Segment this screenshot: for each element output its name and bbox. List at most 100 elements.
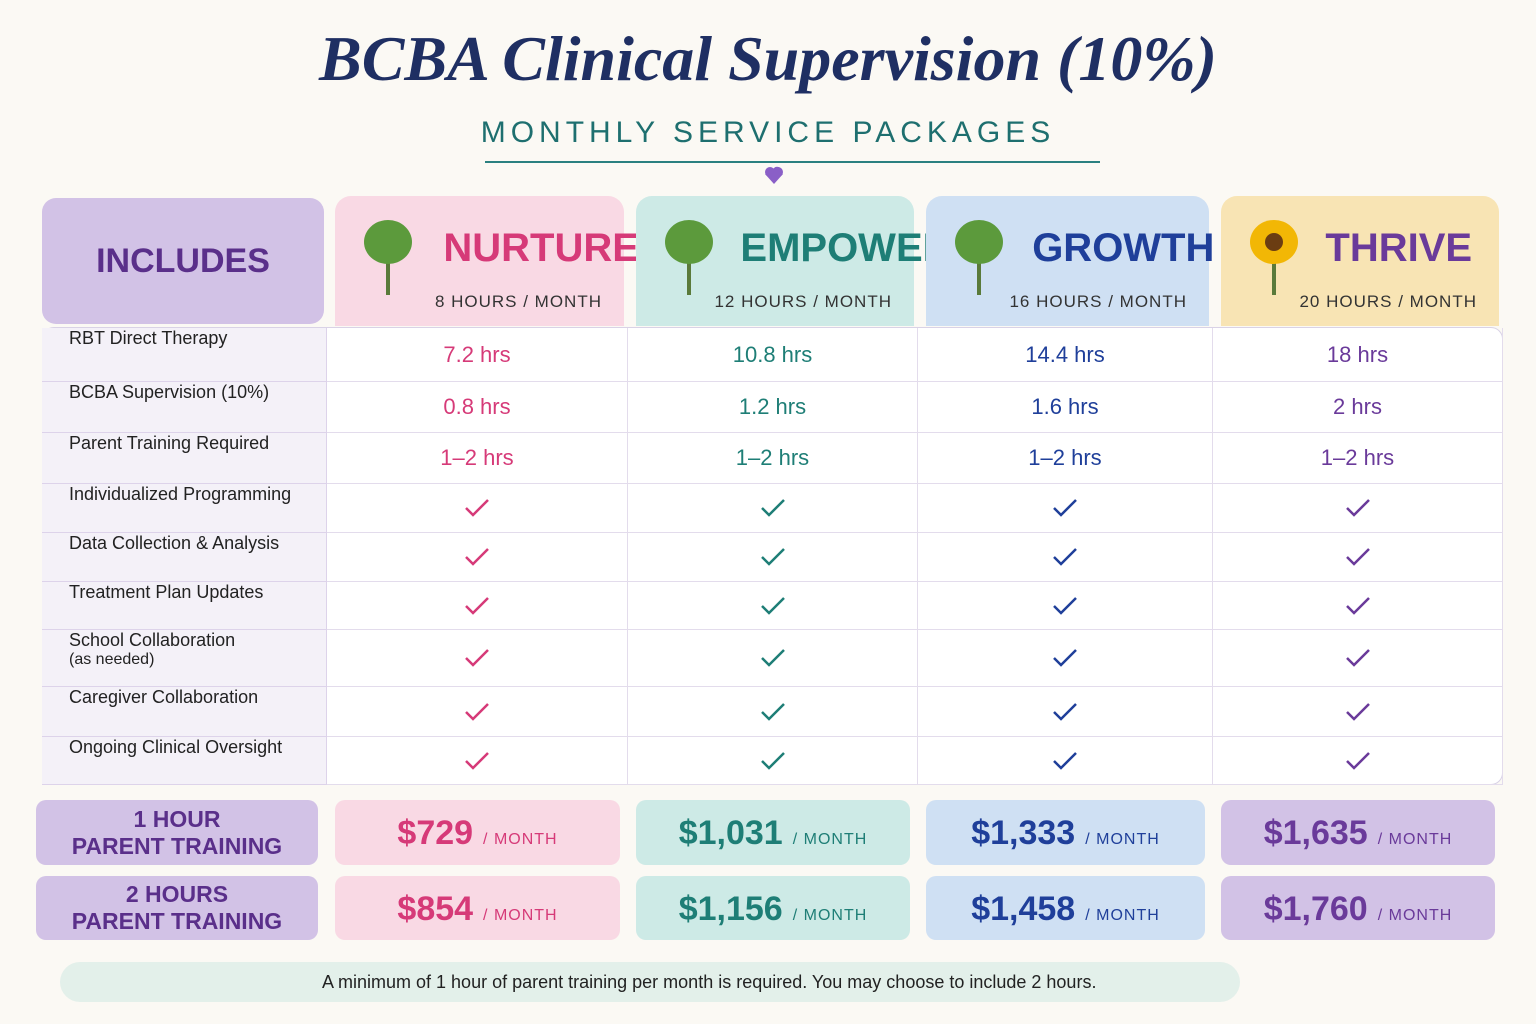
price: $1,635 <box>1263 814 1368 852</box>
cell-value: 7.2 hrs <box>443 341 511 367</box>
includes-header: INCLUDES <box>42 198 324 324</box>
pricing-label-line: PARENT TRAINING <box>71 908 283 934</box>
plan-icon <box>1250 220 1298 295</box>
row-cell <box>918 630 1213 687</box>
row-cell: 1–2 hrs <box>628 433 918 484</box>
price-cell: $854 / MONTH <box>335 876 620 940</box>
row-cell <box>1213 484 1503 533</box>
plan-name: NURTURE <box>443 226 639 270</box>
per-month: / MONTH <box>1377 907 1453 924</box>
plan-icon <box>955 220 1003 295</box>
checkmark <box>465 702 489 721</box>
checkmark <box>760 596 785 615</box>
row-cell: 0.8 hrs <box>327 382 628 433</box>
price-cell: $1,031 / MONTH <box>636 800 910 865</box>
price: $1,458 <box>971 890 1076 928</box>
price-cell: $729 / MONTH <box>335 800 620 865</box>
price-cell: $1,760 / MONTH <box>1221 876 1495 940</box>
row-label-text: Caregiver Collaboration <box>69 687 259 707</box>
row-label-text: BCBA Supervision (10%) <box>69 382 270 402</box>
checkmark <box>465 548 489 566</box>
checkmark <box>1053 649 1077 667</box>
plan-hours: 8 HOURS / MONTH <box>434 292 602 311</box>
per-month: / MONTH <box>1377 831 1453 848</box>
row-cell: 1–2 hrs <box>1213 433 1503 484</box>
row-cell <box>918 687 1213 737</box>
checkmark <box>465 751 489 770</box>
price: $854 <box>397 890 474 928</box>
plan-name: THRIVE <box>1325 226 1473 270</box>
row-cell <box>1213 630 1503 687</box>
plan-hours: 12 HOURS / MONTH <box>714 292 892 311</box>
per-month: / MONTH <box>1085 831 1160 848</box>
pricing-label-line: PARENT TRAINING <box>71 832 283 859</box>
pricing-label: 2 HOURS PARENT TRAINING <box>36 876 318 940</box>
price: $1,760 <box>1263 890 1368 928</box>
per-month: / MONTH <box>792 907 868 924</box>
checkmark <box>1345 649 1370 667</box>
row-cell <box>1213 687 1503 737</box>
row-label-text: School Collaboration <box>69 630 236 650</box>
row-cell <box>628 484 918 533</box>
row-label-text: Ongoing Clinical Oversight <box>69 737 283 757</box>
plan-header: EMPOWERED 12 HOURS / MONTH <box>636 196 1007 326</box>
row-label-text: Treatment Plan Updates <box>69 582 264 602</box>
pricing-label-line: 2 HOURS <box>125 881 229 907</box>
checkmark <box>465 499 489 517</box>
price-cell: $1,635 / MONTH <box>1221 800 1495 865</box>
price-cell: $1,156 / MONTH <box>636 876 910 940</box>
row-cell <box>327 582 628 630</box>
cell-value: 1–2 hrs <box>1028 445 1102 470</box>
cell-value: 2 hrs <box>1333 394 1382 419</box>
checkmark <box>760 499 785 517</box>
row-cell: 2 hrs <box>1213 382 1503 433</box>
footer-note: A minimum of 1 hour of parent training p… <box>60 962 1240 1002</box>
row-label-text: Data Collection & Analysis <box>69 533 280 553</box>
row-cell <box>918 533 1213 582</box>
checkmark <box>1345 702 1370 721</box>
cell-value: 1–2 hrs <box>440 445 514 470</box>
plan-header: THRIVE 20 HOURS / MONTH <box>1221 196 1499 326</box>
row-cell: 1.2 hrs <box>628 382 918 433</box>
plan-header: GROWTH 16 HOURS / MONTH <box>926 196 1214 326</box>
row-cell <box>628 630 918 687</box>
row-cell: 7.2 hrs <box>327 328 628 382</box>
plan-name: GROWTH <box>1032 226 1215 270</box>
price-cell: $1,333 / MONTH <box>926 800 1205 865</box>
row-cell <box>327 484 628 533</box>
row-label: Parent Training Required <box>42 433 327 484</box>
price: $729 <box>397 814 474 852</box>
plan-icon <box>364 220 412 295</box>
checkmark <box>1345 499 1370 517</box>
cell-value: 1–2 hrs <box>1320 445 1395 470</box>
cell-value: 0.8 hrs <box>443 394 511 419</box>
row-cell <box>918 582 1213 630</box>
cell-value: 1.6 hrs <box>1031 394 1099 419</box>
row-label-text: Individualized Programming <box>69 484 292 504</box>
checkmark <box>760 548 785 566</box>
checkmark <box>1345 596 1370 615</box>
plan-header: NURTURE 8 HOURS / MONTH <box>335 196 639 326</box>
row-label: School Collaboration (as needed) <box>42 630 327 687</box>
row-label: Ongoing Clinical Oversight <box>42 737 327 785</box>
checkmark <box>1053 548 1077 566</box>
footer-text: A minimum of 1 hour of parent training p… <box>322 971 1097 992</box>
price: $1,031 <box>678 814 783 852</box>
title: BCBA Clinical Supervision (10%) <box>319 23 1217 94</box>
row-label: Individualized Programming <box>42 484 327 533</box>
cell-value: 14.4 hrs <box>1025 341 1105 367</box>
plan-icon <box>665 220 713 295</box>
row-label-text: RBT Direct Therapy <box>69 328 228 348</box>
row-cell <box>1213 737 1503 785</box>
cell-value: 1–2 hrs <box>735 445 810 470</box>
row-label-text: Parent Training Required <box>69 433 270 453</box>
cell-value: 18 hrs <box>1326 341 1389 367</box>
subtitle: MONTHLY SERVICE PACKAGES <box>480 116 1056 149</box>
per-month: / MONTH <box>1085 907 1160 924</box>
row-note: (as needed) <box>69 651 155 668</box>
checkmark <box>465 596 489 615</box>
checkmark <box>1345 548 1370 566</box>
row-label: BCBA Supervision (10%) <box>42 382 327 433</box>
plan-hours: 20 HOURS / MONTH <box>1299 292 1477 311</box>
